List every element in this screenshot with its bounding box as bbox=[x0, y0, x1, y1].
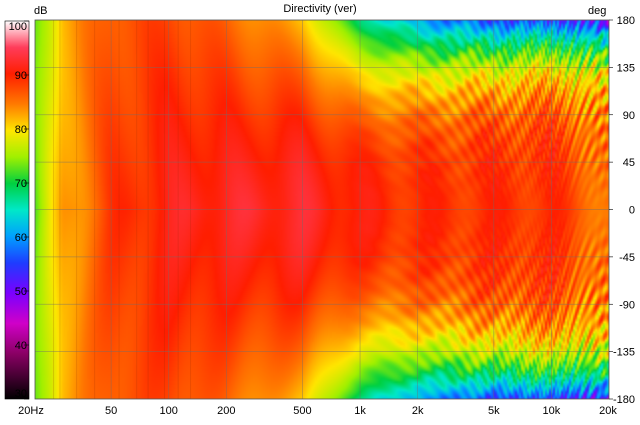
x-tick-label: 2k bbox=[412, 405, 424, 417]
colorbar-unit-label: dB bbox=[34, 5, 47, 17]
y-tick-label: 180 bbox=[617, 15, 635, 27]
x-tick-label: 50 bbox=[105, 405, 117, 417]
colorbar-tick-label: 50 bbox=[15, 286, 27, 298]
colorbar-tick-label: 70 bbox=[15, 178, 27, 190]
colorbar-tick-label: 100 bbox=[9, 21, 27, 33]
y-tick-label: 90 bbox=[623, 110, 635, 122]
y-tick-label: -180 bbox=[613, 394, 635, 406]
colorbar-tick-label: 80 bbox=[15, 124, 27, 136]
colorbar-tick-label: 40 bbox=[15, 340, 27, 352]
x-tick-label: 10k bbox=[543, 405, 561, 417]
y-axis-tick-labels: 180 135 90 45 0 -45 -90 -135 -180 bbox=[609, 15, 635, 406]
colorbar-tick-label: 60 bbox=[15, 232, 27, 244]
x-tick-label: 1k bbox=[354, 405, 366, 417]
x-tick-label: 20k bbox=[599, 405, 617, 417]
y-axis-unit-label: deg bbox=[588, 5, 606, 17]
colorbar-tick-label: 30 bbox=[15, 388, 27, 400]
y-tick-label: -90 bbox=[619, 299, 635, 311]
y-tick-label: 135 bbox=[617, 62, 635, 74]
y-tick-label: -135 bbox=[613, 347, 635, 359]
x-tick-label: 500 bbox=[293, 405, 311, 417]
grid-lines bbox=[35, 20, 609, 399]
x-axis-tick-labels: 20Hz 50 100 200 500 1k 2k 5k 10k 20k bbox=[18, 405, 617, 417]
y-tick-label: -45 bbox=[619, 252, 635, 264]
y-tick-label: 45 bbox=[623, 157, 635, 169]
y-tick-label: 0 bbox=[629, 205, 635, 217]
x-tick-label: 200 bbox=[217, 405, 235, 417]
x-tick-label: 100 bbox=[160, 405, 178, 417]
chart-title: Directivity (ver) bbox=[283, 3, 356, 15]
colorbar-tick-labels: 100 90 80 70 60 50 40 30 bbox=[9, 20, 29, 400]
colorbar-tick-label: 90 bbox=[15, 70, 27, 82]
x-tick-label: 5k bbox=[488, 405, 500, 417]
colorbar bbox=[4, 20, 30, 400]
x-tick-label: 20Hz bbox=[18, 405, 44, 417]
